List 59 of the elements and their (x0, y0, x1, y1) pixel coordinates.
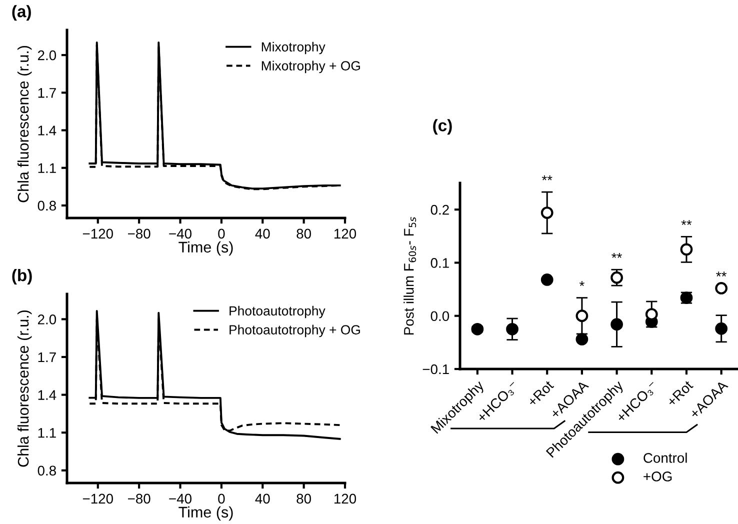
legend-label: +OG (644, 472, 672, 482)
point (540, 274, 554, 286)
chart-title: (c) (433, 119, 452, 135)
chart-title: (a) (12, 5, 31, 21)
point (471, 322, 484, 336)
y-tick-label: 1.7 (38, 88, 56, 98)
point (576, 333, 588, 346)
y-tick-label: 0.1 (430, 258, 449, 268)
x-tick-label: 80 (296, 494, 311, 504)
y-axis-title: Post illum F$_{60s}$- F$_{5s}$ (404, 217, 416, 335)
x-tick-label: +Rot (666, 380, 694, 408)
point (610, 318, 623, 331)
y-tick-label: −0.1 (422, 364, 449, 374)
point (715, 282, 728, 294)
point (576, 310, 588, 322)
x-tick-label: 40 (255, 494, 270, 504)
y-axis-title: Chla fluorescence (r.u.) (17, 46, 32, 202)
x-tick-label: 120 (334, 228, 356, 239)
point (610, 271, 623, 284)
y-tick-label: 1.4 (38, 390, 56, 400)
chart-title: (b) (12, 269, 32, 285)
legend-label: Control (644, 452, 687, 463)
y-tick-label: 1.4 (38, 126, 56, 136)
legend-label: Photoautotrophy + OG (230, 324, 360, 338)
x-tick-label: −80 (128, 228, 150, 239)
y-tick-label: 0.2 (430, 204, 449, 215)
y-tick-label: 0.8 (38, 200, 56, 211)
legend-label: Photoautotrophy (230, 306, 326, 318)
x-tick-label: −80 (128, 494, 150, 504)
annotation: ** (681, 220, 692, 225)
point (715, 322, 728, 335)
point (540, 206, 554, 219)
y-tick-label: 2.0 (38, 314, 56, 324)
x-tick-label: −120 (82, 494, 113, 504)
y-tick-label: 0.0 (430, 311, 450, 322)
x-tick-label: −120 (82, 228, 113, 239)
x-tick-label: 80 (296, 228, 311, 239)
x-tick-label: 120 (334, 494, 356, 504)
annotation: ** (612, 253, 622, 258)
point (506, 322, 518, 336)
y-axis-title: Chla fluorescence (r.u.) (17, 310, 32, 467)
legend-label: Mixotrophy (262, 42, 326, 54)
y-tick-label: 2.0 (38, 50, 56, 60)
y-tick-label: 1.1 (38, 163, 56, 173)
y-tick-label: 1.7 (38, 352, 56, 362)
annotation: * (579, 281, 584, 286)
text: ** (542, 175, 552, 180)
y-tick-label: 1.1 (38, 428, 56, 438)
x-axis-title: Time (s) (178, 506, 233, 521)
x-axis-title: Time (s) (178, 241, 233, 256)
x-tick-label: 0 (218, 228, 225, 239)
x-tick-label: 40 (255, 228, 270, 239)
x-tick-label: −40 (169, 494, 192, 504)
annotation: ** (716, 272, 727, 276)
x-tick-label: −40 (169, 228, 192, 239)
x-tick-label: 0 (218, 494, 225, 504)
y-tick-label: 0.8 (38, 466, 56, 476)
point (680, 243, 693, 256)
legend-label: Mixotrophy + OG (262, 60, 360, 74)
